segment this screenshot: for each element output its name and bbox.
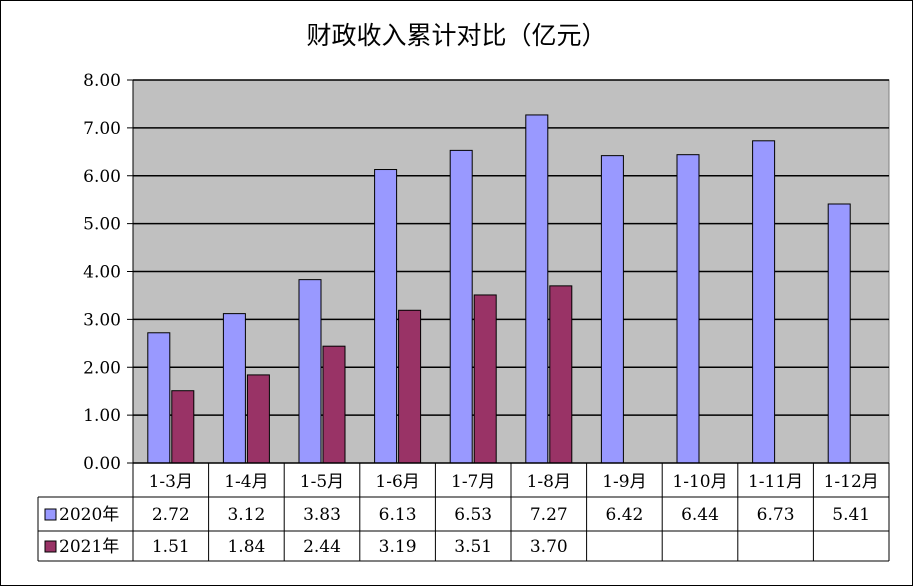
bar-2021	[171, 390, 195, 464]
bar-2020	[752, 140, 776, 464]
x-tick-label: 1-3月	[149, 472, 193, 492]
x-tick-label: 1-5月	[300, 472, 344, 492]
bar-2020	[374, 169, 398, 464]
data-label: 6.42	[605, 505, 643, 525]
bar-2020	[827, 203, 851, 464]
data-label: 7.27	[530, 505, 568, 525]
bar-2021	[473, 294, 497, 464]
chart-title: 财政收入累计对比（亿元）	[306, 21, 607, 50]
data-label: 6.73	[757, 505, 795, 525]
data-label: 6.13	[379, 505, 417, 525]
data-label: 3.83	[303, 505, 341, 525]
bar-2021	[322, 345, 346, 464]
bar-2020	[147, 332, 171, 464]
data-label: 1.51	[152, 537, 190, 557]
x-tick-label: 1-12月	[824, 472, 879, 492]
y-tick-label: 2.00	[83, 358, 121, 378]
bar-2021	[549, 285, 573, 464]
y-tick-label: 3.00	[83, 310, 121, 330]
data-label: 3.70	[530, 537, 568, 557]
bar-2020	[600, 155, 624, 464]
data-label: 6.44	[681, 505, 719, 525]
legend-swatch	[44, 540, 57, 553]
bar-2020	[222, 313, 246, 464]
bar-2021	[398, 309, 422, 464]
bar-2020	[676, 154, 700, 464]
data-label: 3.12	[227, 505, 265, 525]
x-tick-label: 1-7月	[451, 472, 495, 492]
y-tick-label: 6.00	[83, 167, 121, 187]
y-tick-label: 0.00	[83, 454, 121, 474]
legend-label: 2021年	[59, 537, 119, 557]
x-tick-label: 1-9月	[602, 472, 646, 492]
x-tick-label: 1-8月	[527, 472, 571, 492]
y-tick-label: 1.00	[83, 406, 121, 426]
y-tick-label: 8.00	[83, 71, 121, 91]
x-tick-label: 1-10月	[672, 472, 727, 492]
x-tick-label: 1-4月	[224, 472, 268, 492]
legend-label: 2020年	[59, 505, 119, 525]
data-label: 3.19	[379, 537, 417, 557]
x-tick-label: 1-11月	[748, 472, 803, 492]
legend-swatch	[44, 508, 57, 521]
data-label: 1.84	[227, 537, 265, 557]
bar-2020	[525, 114, 549, 464]
x-tick-label: 1-6月	[375, 472, 419, 492]
data-label: 3.51	[454, 537, 492, 557]
data-label: 5.41	[832, 505, 870, 525]
bar-2021	[246, 374, 270, 464]
bar-2020	[449, 149, 473, 464]
bar-2020	[298, 279, 322, 464]
data-label: 6.53	[454, 505, 492, 525]
y-tick-label: 5.00	[83, 215, 121, 235]
y-tick-label: 7.00	[83, 119, 121, 139]
y-tick-label: 4.00	[83, 263, 121, 283]
data-label: 2.72	[152, 505, 190, 525]
data-label: 2.44	[303, 537, 341, 557]
